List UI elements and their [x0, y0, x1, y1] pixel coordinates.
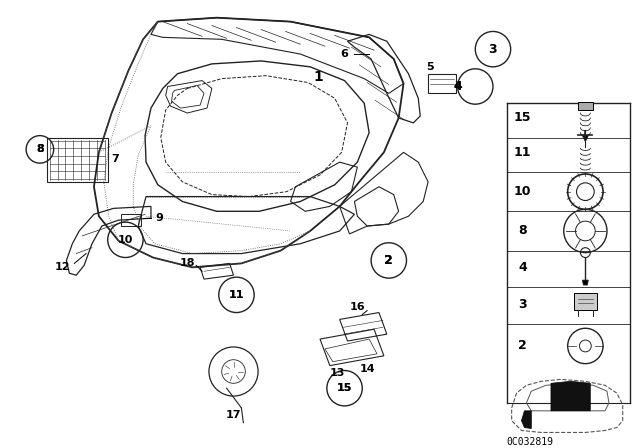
Text: 9: 9: [155, 213, 163, 223]
Text: 8: 8: [36, 144, 44, 155]
Polygon shape: [582, 280, 588, 285]
Text: 0C032819: 0C032819: [507, 437, 554, 448]
Text: 2: 2: [518, 340, 527, 353]
Text: 8: 8: [518, 224, 527, 237]
Text: 2: 2: [385, 254, 393, 267]
Text: 17: 17: [226, 410, 241, 420]
Text: 6: 6: [340, 49, 349, 59]
Polygon shape: [573, 293, 597, 310]
Text: 2: 2: [385, 254, 393, 267]
Text: 16: 16: [349, 302, 365, 312]
Text: 13: 13: [330, 368, 346, 379]
Text: 5: 5: [426, 62, 434, 72]
Text: 12: 12: [55, 263, 70, 272]
Text: 1: 1: [313, 69, 323, 84]
Text: 15: 15: [337, 383, 352, 393]
Text: 11: 11: [514, 146, 531, 159]
Text: 4: 4: [454, 82, 461, 91]
Text: 11: 11: [228, 290, 244, 300]
Polygon shape: [551, 381, 590, 411]
Text: 4: 4: [453, 80, 462, 93]
Text: 3: 3: [489, 43, 497, 56]
Text: 15: 15: [514, 112, 531, 125]
Text: 18: 18: [180, 258, 195, 268]
Text: 7: 7: [112, 154, 120, 164]
Text: 8: 8: [36, 144, 44, 155]
Polygon shape: [577, 102, 593, 110]
Text: 10: 10: [118, 235, 133, 245]
Text: 10: 10: [514, 185, 531, 198]
Text: 14: 14: [360, 364, 375, 374]
Text: 4: 4: [518, 261, 527, 274]
Text: 3: 3: [518, 298, 527, 311]
Polygon shape: [522, 411, 531, 429]
Text: 11: 11: [228, 290, 244, 300]
Text: 15: 15: [337, 383, 352, 393]
Polygon shape: [582, 136, 588, 142]
